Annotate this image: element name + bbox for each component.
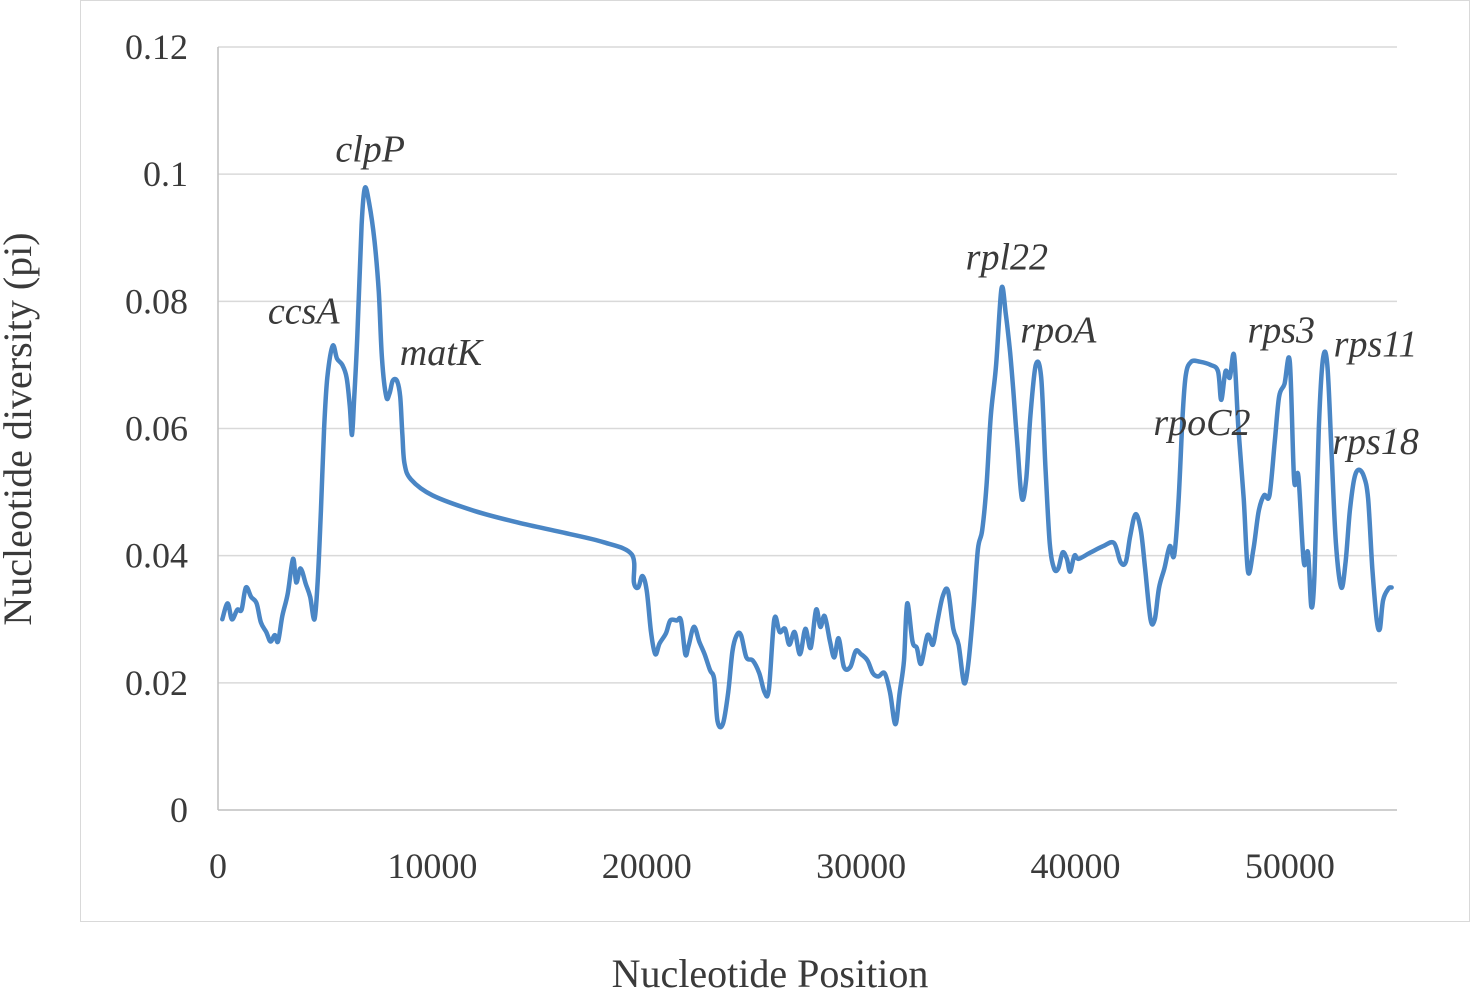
gene-label-matk: matK bbox=[400, 332, 484, 374]
y-tick-labels: 0 0.02 0.04 0.06 0.08 0.1 0.12 bbox=[125, 27, 188, 830]
x-axis-title: Nucleotide Position bbox=[612, 951, 929, 990]
gene-label-rpoc2: rpoC2 bbox=[1153, 402, 1250, 444]
chart-area bbox=[80, 0, 1470, 922]
x-tick-label: 50000 bbox=[1245, 846, 1335, 886]
x-tick-labels: 0 10000 20000 30000 40000 50000 bbox=[209, 846, 1335, 886]
y-tick-label: 0.06 bbox=[125, 409, 188, 449]
gene-label-clpp: clpP bbox=[335, 128, 405, 170]
gene-label-rps11: rps11 bbox=[1334, 324, 1418, 366]
y-tick-label: 0.02 bbox=[125, 663, 188, 703]
gene-label-ccsa: ccsA bbox=[268, 291, 341, 333]
x-tick-label: 10000 bbox=[387, 846, 477, 886]
series-line bbox=[220, 185, 1394, 730]
x-tick-label: 30000 bbox=[816, 846, 906, 886]
x-tick-label: 40000 bbox=[1030, 846, 1120, 886]
y-axis-title: Nucleotide diversity (pi) bbox=[0, 232, 40, 625]
x-tick-label: 20000 bbox=[602, 846, 692, 886]
gene-label-rps3: rps3 bbox=[1247, 310, 1315, 352]
gridlines bbox=[218, 46, 1397, 684]
x-tick-label: 0 bbox=[209, 846, 227, 886]
y-tick-label: 0.12 bbox=[125, 27, 188, 67]
gene-label-rpl22: rpl22 bbox=[966, 237, 1048, 279]
y-tick-label: 0 bbox=[170, 790, 188, 830]
gene-label-rpoa: rpoA bbox=[1020, 310, 1097, 352]
y-tick-label: 0.08 bbox=[125, 281, 188, 321]
y-tick-label: 0.04 bbox=[125, 536, 188, 576]
y-tick-label: 0.1 bbox=[143, 154, 188, 194]
gene-annotations: clpP ccsA matK rpl22 rpoA rpoC2 rps3 rps11 rps18 bbox=[268, 128, 1419, 462]
gene-label-rps18: rps18 bbox=[1332, 421, 1419, 463]
